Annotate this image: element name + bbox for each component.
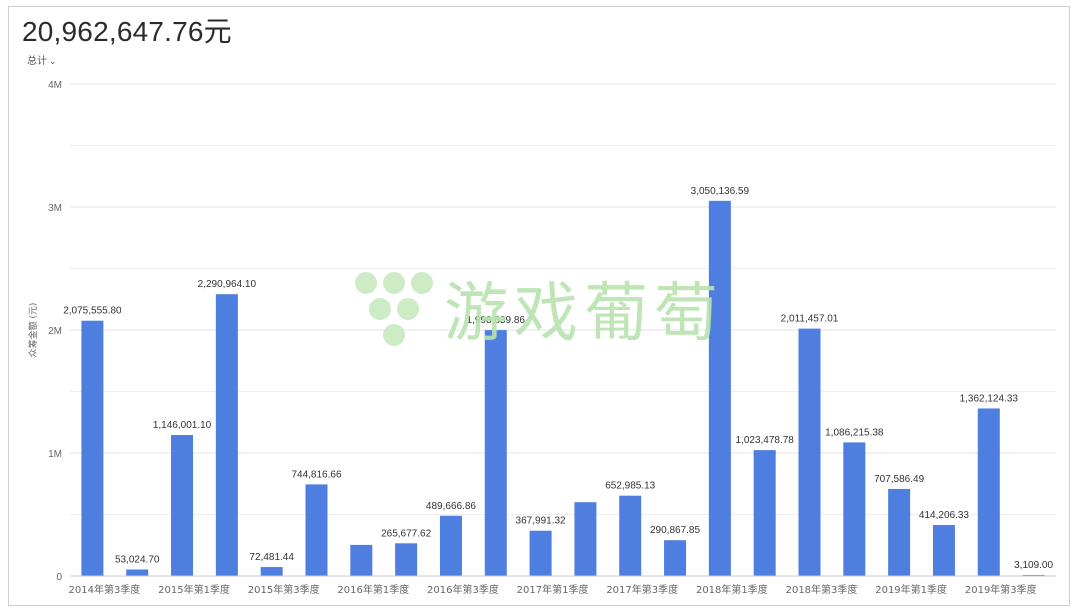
bar bbox=[843, 442, 866, 576]
data-label: 1,146,001.10 bbox=[153, 420, 212, 431]
bar bbox=[439, 515, 462, 576]
watermark: 游戏葡萄 bbox=[352, 262, 724, 354]
x-tick-label: 2014年第3季度 bbox=[69, 583, 141, 596]
data-label: 744,816.66 bbox=[291, 469, 341, 480]
x-tick-label: 2015年第1季度 bbox=[158, 583, 230, 596]
data-label: 53,024.70 bbox=[115, 554, 160, 565]
bar bbox=[484, 330, 507, 576]
bar bbox=[708, 200, 731, 577]
data-label: 72,481.44 bbox=[249, 552, 294, 563]
bar bbox=[664, 540, 687, 576]
bar bbox=[977, 408, 1000, 576]
data-label: 1,362,124.33 bbox=[960, 393, 1019, 404]
bar bbox=[619, 495, 642, 576]
bar bbox=[529, 530, 552, 576]
data-label: 2,290,964.10 bbox=[198, 279, 257, 290]
y-tick-label: 4M bbox=[48, 80, 62, 91]
bar bbox=[215, 294, 238, 576]
data-label: 489,666.86 bbox=[426, 501, 476, 512]
bar bbox=[81, 320, 104, 576]
y-tick-label: 2M bbox=[48, 326, 62, 337]
data-label: 707,586.49 bbox=[874, 474, 924, 485]
data-label: 1,023,478.78 bbox=[735, 435, 794, 446]
y-tick-label: 0 bbox=[56, 572, 62, 583]
y-axis-label: 众筹金额 (元) bbox=[27, 303, 39, 358]
data-label: 652,985.13 bbox=[605, 481, 655, 492]
x-tick-label: 2016年第3季度 bbox=[427, 583, 499, 596]
bar bbox=[395, 543, 418, 576]
bar bbox=[260, 567, 283, 576]
total-amount: 20,962,647.76元 bbox=[22, 16, 232, 47]
x-tick-label: 2018年第3季度 bbox=[786, 583, 858, 596]
y-tick-label: 1M bbox=[48, 449, 62, 460]
x-tick-label: 2017年第1季度 bbox=[517, 583, 589, 596]
data-label: 3,050,136.59 bbox=[691, 186, 750, 197]
data-label: 290,867.85 bbox=[650, 525, 700, 536]
bar bbox=[350, 544, 373, 576]
x-tick-label: 2019年第3季度 bbox=[965, 583, 1037, 596]
bar bbox=[753, 450, 776, 576]
y-tick-label: 3M bbox=[48, 203, 62, 214]
bar bbox=[574, 502, 597, 576]
data-label: 2,075,555.80 bbox=[63, 306, 122, 317]
data-label: 1,086,215.38 bbox=[825, 427, 884, 438]
bar bbox=[126, 569, 149, 576]
data-label: 265,677.62 bbox=[381, 528, 431, 539]
x-tick-label: 2019年第1季度 bbox=[875, 583, 947, 596]
grape-logo-icon bbox=[355, 272, 433, 346]
x-tick-label: 2016年第1季度 bbox=[337, 583, 409, 596]
data-label: 414,206.33 bbox=[919, 510, 969, 521]
x-tick-label: 2017年第3季度 bbox=[606, 583, 678, 596]
bar bbox=[798, 328, 821, 576]
x-tick-label: 2018年第1季度 bbox=[696, 583, 768, 596]
bar bbox=[305, 484, 328, 576]
chevron-down-icon: ⌄ bbox=[49, 56, 57, 66]
data-label: 3,109.00 bbox=[1014, 560, 1053, 571]
data-label: 1,998,839.86 bbox=[467, 315, 526, 326]
aggregate-selector[interactable]: 总计 ⌄ bbox=[27, 52, 57, 67]
data-label: 2,011,457.01 bbox=[781, 314, 839, 325]
aggregate-selector-label: 总计 bbox=[27, 56, 47, 67]
bar bbox=[888, 488, 911, 576]
watermark-text: 游戏葡萄 bbox=[444, 277, 724, 351]
x-tick-label: 2015年第3季度 bbox=[248, 583, 320, 596]
bar bbox=[171, 435, 194, 576]
data-label: 367,991.32 bbox=[516, 516, 566, 527]
bar bbox=[932, 525, 955, 576]
